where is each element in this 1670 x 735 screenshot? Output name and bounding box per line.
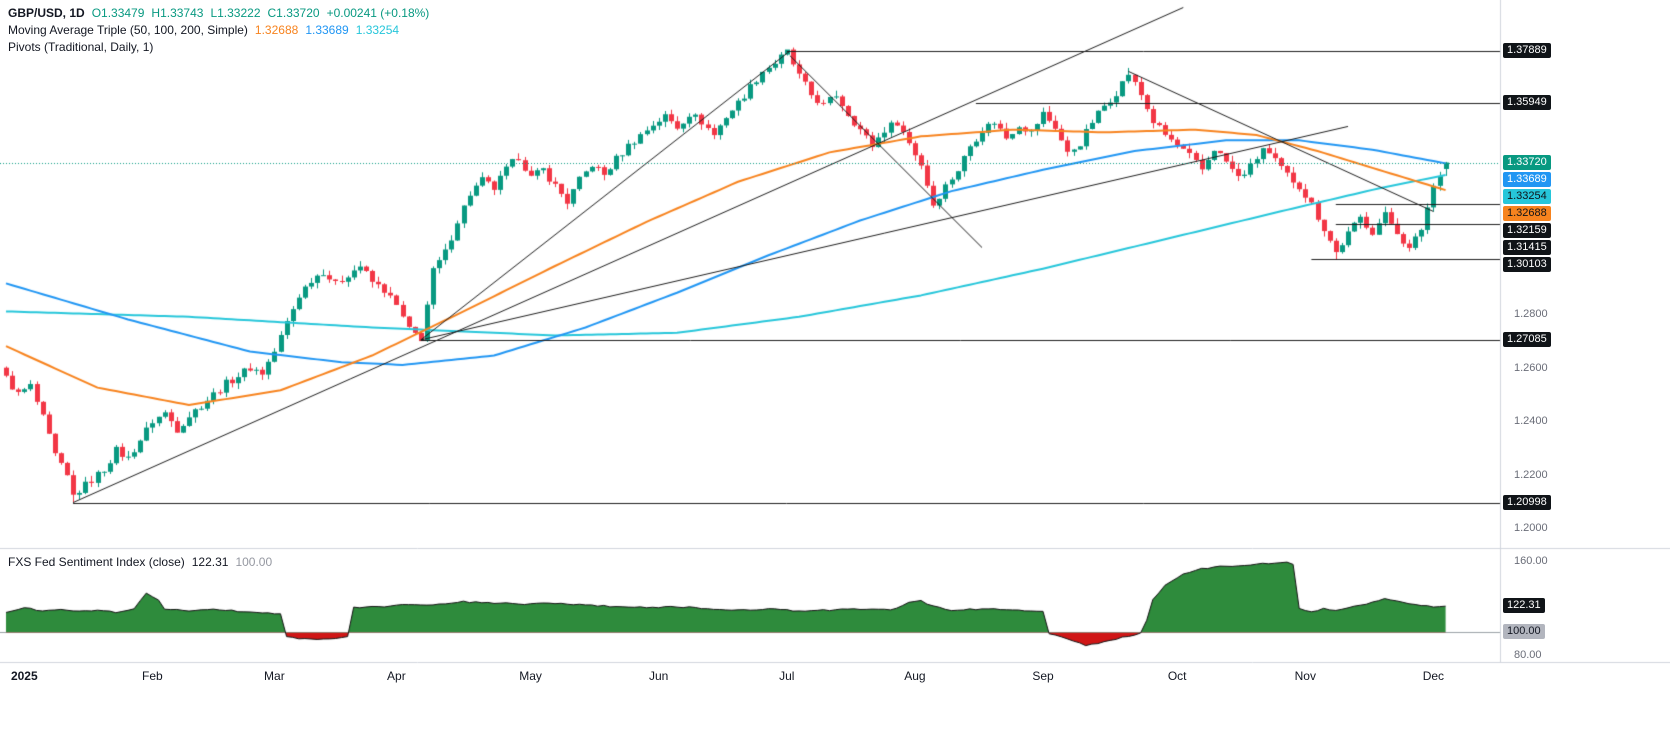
time-axis-label-sep: Sep [1032,669,1054,683]
sentiment-tick: 80.00 [1514,648,1542,661]
sentiment-value: 122.31 [191,555,229,569]
time-axis-label-jun: Jun [649,669,669,683]
symbol-legend-row[interactable]: GBP/USD, 1D O1.33479 H1.33743 L1.33222 C1.33… [8,6,436,20]
time-axis-label-apr: Apr [387,669,406,683]
ma200-value: 1.33254 [355,23,400,37]
pivot-level-badge: 1.35949 [1503,94,1551,110]
ma-legend-row[interactable]: Moving Average Triple (50, 100, 200, Sim… [8,23,406,37]
sentiment-tick: 160.00 [1514,554,1548,567]
time-axis-label-aug: Aug [904,669,926,683]
low-value: L1.33222 [210,6,261,20]
pivot-level-badge: 1.37889 [1503,43,1551,59]
pivot-level-badge: 1.20998 [1503,494,1551,510]
ma50-badge: 1.32688 [1503,205,1551,221]
time-axis-label-feb: Feb [142,669,163,683]
time-axis-label-dec: Dec [1422,669,1445,683]
price-tick: 1.2800 [1514,308,1548,321]
ma-title[interactable]: Moving Average Triple (50, 100, 200, Sim… [8,23,248,37]
time-axis-label-2025: 2025 [10,669,38,683]
time-axis-label-nov: Nov [1294,669,1316,683]
price-tick: 1.2200 [1514,468,1548,481]
sentiment-legend-row[interactable]: FXS Fed Sentiment Index (close) 122.31 100… [8,555,279,569]
pivot-level-badge: 1.32159 [1503,222,1551,238]
open-value: O1.33479 [91,6,145,20]
price-tick: 1.2600 [1514,361,1548,374]
symbol-title[interactable]: GBP/USD, 1D [8,6,85,20]
ma100-badge: 1.33689 [1503,171,1551,187]
pivot-level-badge: 1.30103 [1503,256,1551,272]
sentiment-baseline-value: 100.00 [235,555,273,569]
high-value: H1.33743 [151,6,204,20]
pivots-title[interactable]: Pivots (Traditional, Daily, 1) [8,40,154,54]
change-value: +0.00241 (+0.18%) [326,6,430,20]
current-price-badge: 1.33720 [1503,154,1551,170]
ma100-value: 1.33689 [305,23,349,37]
sentiment-title[interactable]: FXS Fed Sentiment Index (close) [8,555,185,569]
pivot-level-badge: 1.31415 [1503,239,1551,255]
ma50-value: 1.32688 [254,23,299,37]
time-axis-label-oct: Oct [1167,669,1187,683]
price-tick: 1.2400 [1514,415,1548,428]
time-axis-label-may: May [519,669,542,683]
time-axis-label-jul: Jul [779,669,795,683]
pivots-legend-row[interactable]: Pivots (Traditional, Daily, 1) [8,40,160,54]
close-value: C1.33720 [267,6,320,20]
price-tick: 1.2000 [1514,522,1548,535]
sentiment-baseline-badge: 100.00 [1503,624,1545,640]
ma200-badge: 1.33254 [1503,188,1551,204]
time-axis-label-mar: Mar [264,669,285,683]
pivot-level-badge: 1.27085 [1503,331,1551,347]
sentiment-value-badge: 122.31 [1503,598,1545,614]
